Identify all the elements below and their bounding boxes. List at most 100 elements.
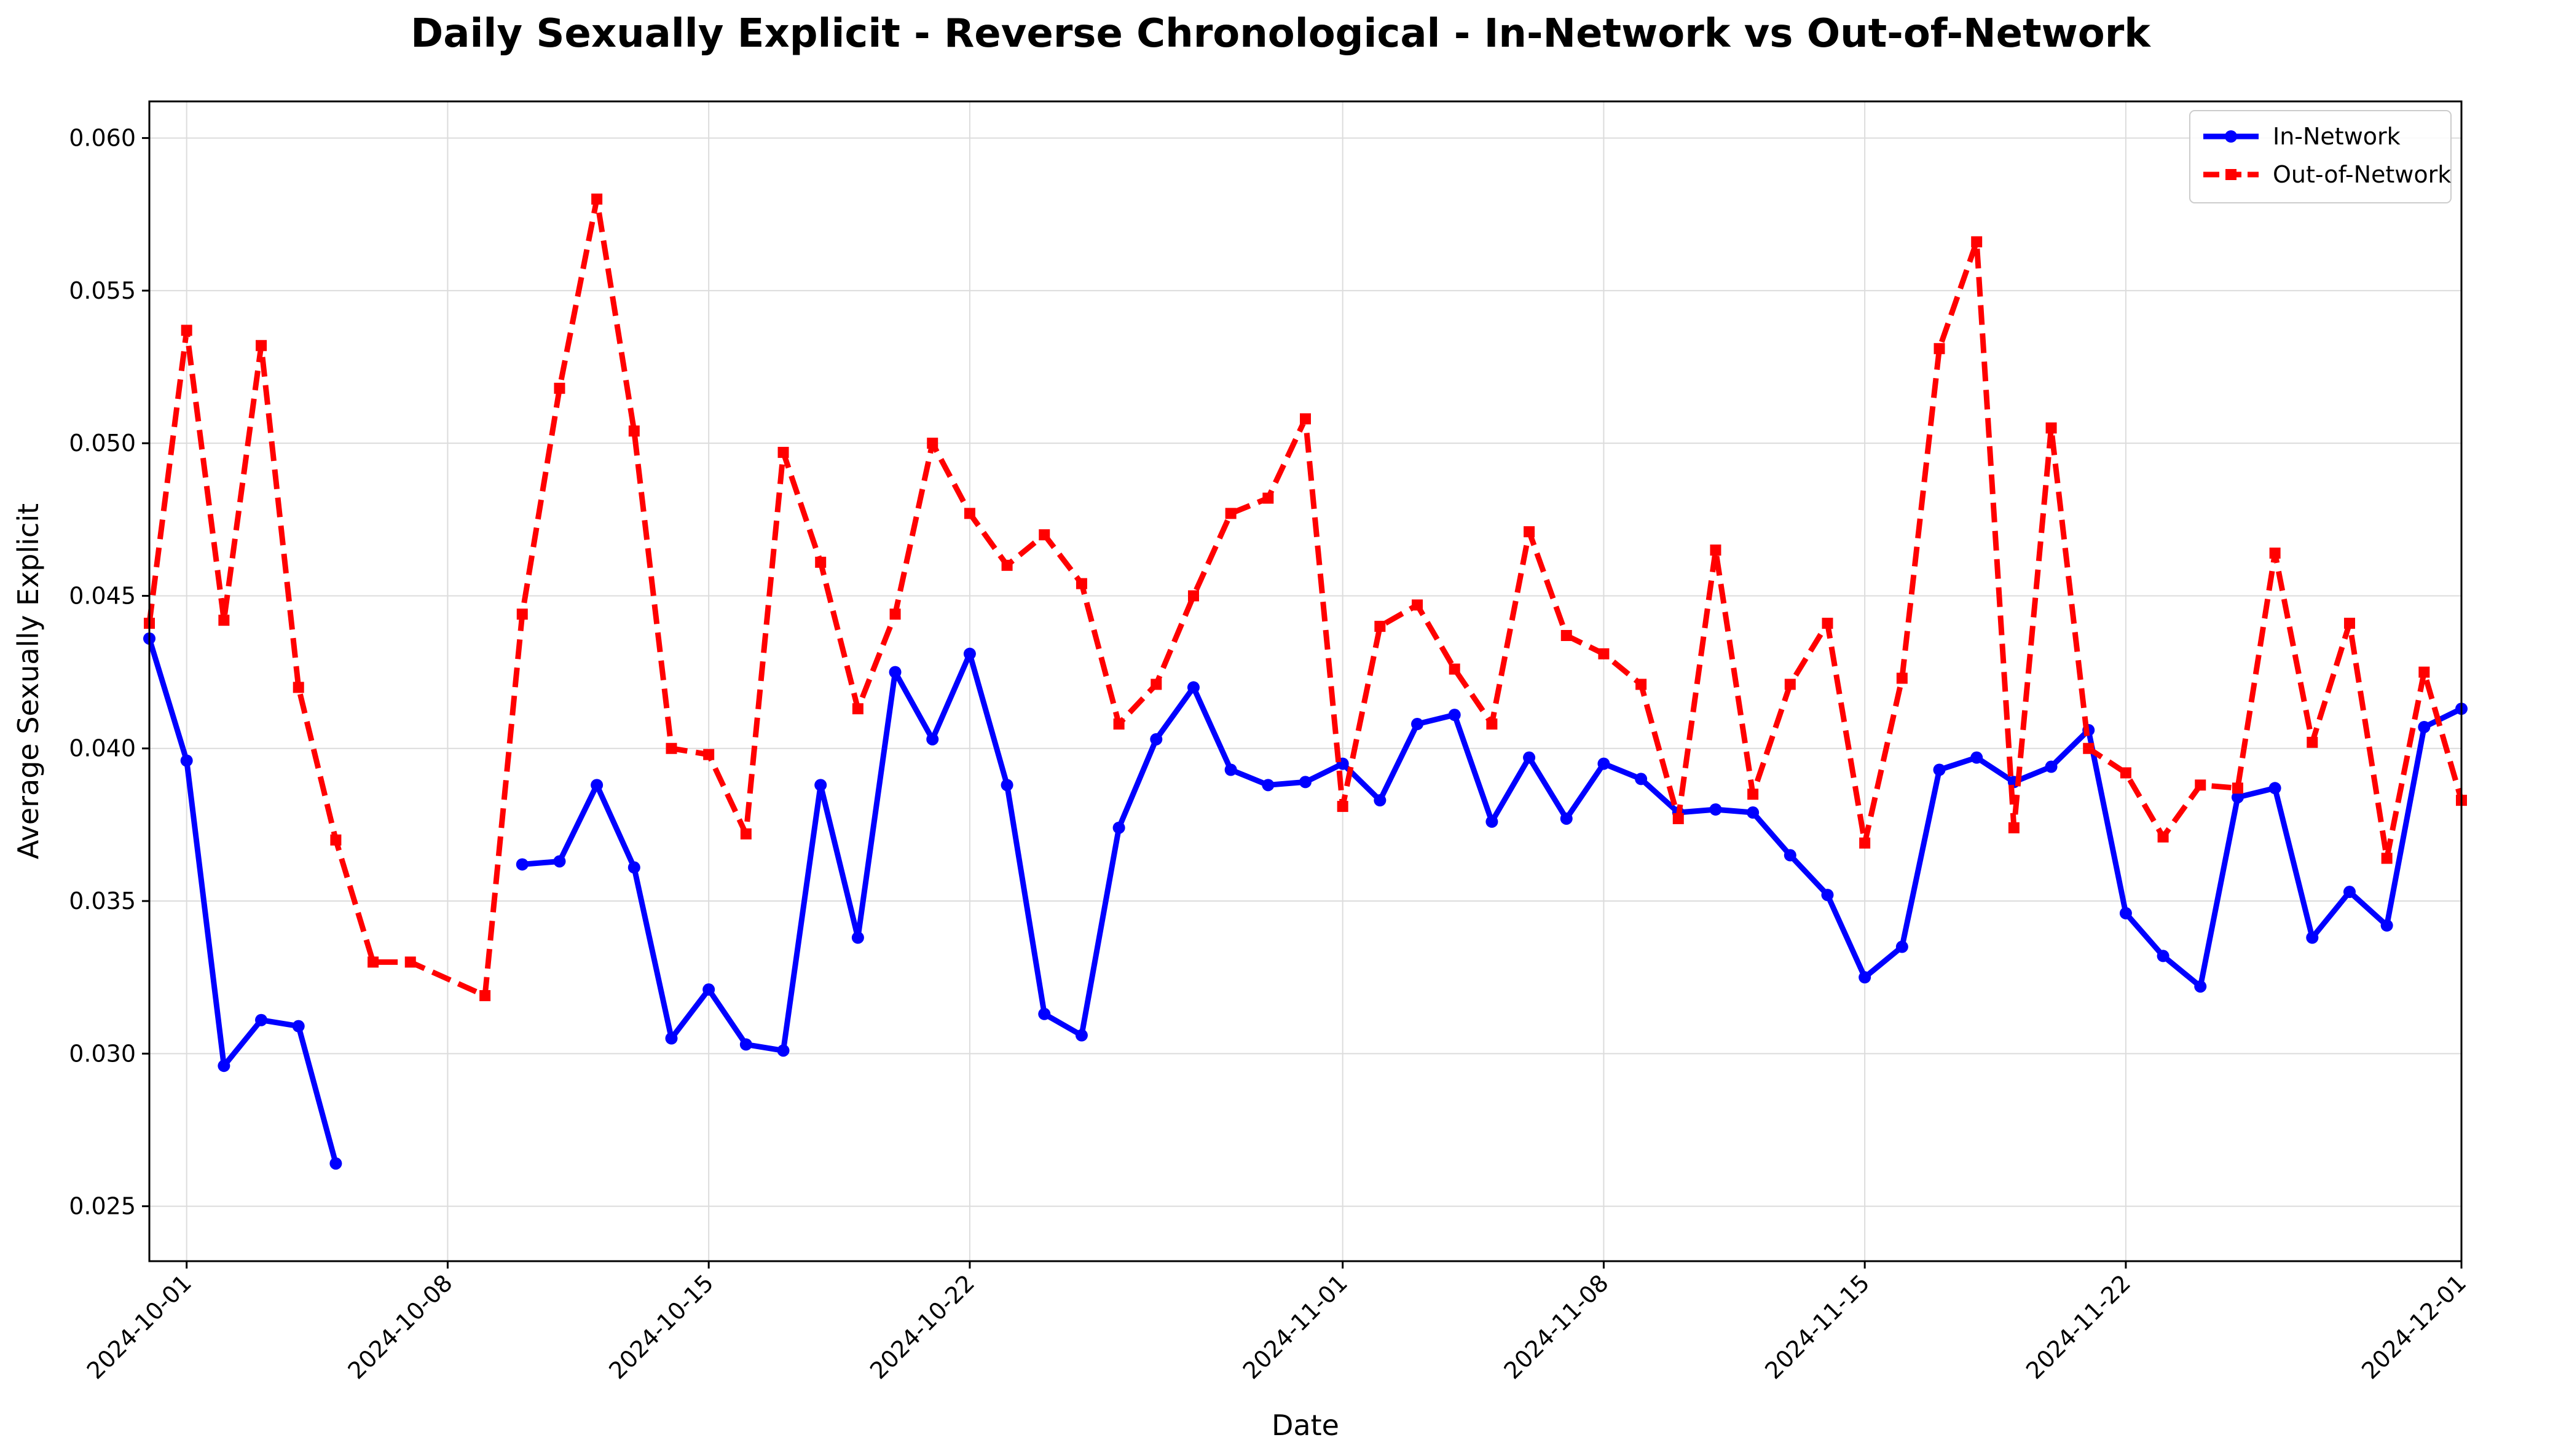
data-point-in-network: [1485, 815, 1498, 828]
data-point-in-network: [702, 983, 715, 996]
data-point-in-network: [1784, 849, 1796, 862]
data-point-out-of-network: [1486, 718, 1498, 730]
data-point-out-of-network: [964, 508, 975, 519]
chart-title: Daily Sexually Explicit - Reverse Chrono…: [411, 11, 2150, 57]
data-point-out-of-network: [2418, 666, 2430, 678]
x-tick-label: 2024-12-01: [2356, 1269, 2471, 1384]
series-line-in-network: [146, 637, 339, 1165]
data-point-out-of-network: [1672, 813, 1684, 824]
data-point-in-network: [1523, 751, 1536, 764]
x-tick-label: 2024-11-01: [1238, 1269, 1353, 1384]
data-point-in-network: [1112, 821, 1125, 834]
data-point-in-network: [1374, 794, 1387, 807]
series-in-network: [143, 632, 2468, 1170]
x-tick-label: 2024-11-15: [1760, 1269, 1875, 1384]
data-point-in-network: [329, 1157, 342, 1170]
x-tick-label: 2024-10-01: [82, 1269, 197, 1384]
data-point-out-of-network: [2157, 831, 2169, 843]
legend-marker-in-network: [2225, 130, 2237, 143]
data-point-out-of-network: [1187, 590, 1199, 602]
data-point-out-of-network: [1262, 492, 1274, 504]
data-point-out-of-network: [1374, 621, 1386, 632]
series-line-out-of-network: [146, 196, 2465, 999]
data-point-in-network: [1150, 733, 1163, 746]
data-point-out-of-network: [1635, 679, 1647, 690]
data-point-out-of-network: [777, 447, 789, 458]
data-point-out-of-network: [1151, 679, 1162, 690]
data-point-in-network: [591, 779, 604, 792]
data-point-out-of-network: [2381, 852, 2393, 864]
data-point-out-of-network: [2083, 742, 2095, 754]
data-point-out-of-network: [1113, 718, 1125, 730]
data-point-out-of-network: [1524, 526, 1535, 538]
data-point-out-of-network: [1560, 630, 1572, 642]
y-tick-label: 0.045: [69, 582, 136, 609]
data-point-in-network: [851, 931, 864, 944]
data-point-out-of-network: [2120, 767, 2131, 779]
data-point-in-network: [627, 861, 640, 874]
data-point-out-of-network: [852, 703, 864, 715]
data-point-out-of-network: [1449, 663, 1460, 675]
data-point-in-network: [1933, 763, 1946, 776]
data-point-in-network: [2343, 886, 2356, 899]
data-point-in-network: [516, 858, 529, 871]
data-point-in-network: [2194, 980, 2207, 993]
data-point-out-of-network: [889, 608, 901, 620]
plot-frame: [148, 100, 2463, 1262]
data-point-out-of-network: [1598, 648, 1610, 659]
data-point-out-of-network: [815, 556, 827, 568]
data-point-in-network: [2306, 931, 2319, 944]
data-point-in-network: [1299, 776, 1312, 789]
data-point-in-network: [1597, 757, 1610, 770]
data-point-out-of-network: [404, 956, 416, 968]
x-tick-label: 2024-10-08: [343, 1269, 458, 1384]
data-point-out-of-network: [1337, 801, 1348, 813]
data-point-in-network: [2119, 907, 2132, 919]
data-point-out-of-network: [2307, 736, 2318, 748]
data-point-out-of-network: [2008, 822, 2020, 833]
data-point-out-of-network: [1225, 508, 1237, 519]
data-point-in-network: [777, 1044, 790, 1057]
data-point-out-of-network: [1784, 679, 1796, 690]
data-point-out-of-network: [516, 608, 528, 620]
legend: In-Network Out-of-Network: [2189, 110, 2452, 203]
data-point-in-network: [963, 647, 976, 660]
data-point-out-of-network: [2269, 547, 2281, 559]
legend-label-out-of-network: Out-of-Network: [2273, 161, 2451, 188]
data-point-out-of-network: [1710, 544, 1721, 556]
data-point-out-of-network: [1971, 236, 1983, 248]
data-point-out-of-network: [1412, 599, 1423, 611]
data-point-in-network: [1895, 940, 1908, 953]
x-tick-label: 2024-10-15: [604, 1269, 718, 1384]
data-point-out-of-network: [293, 682, 304, 693]
data-point-in-network: [926, 733, 939, 746]
data-point-in-network: [1411, 718, 1424, 731]
data-point-out-of-network: [479, 990, 491, 1001]
data-point-out-of-network: [330, 834, 342, 846]
data-point-in-network: [1001, 779, 1013, 792]
x-axis-label: Date: [1272, 1409, 1339, 1442]
data-point-in-network: [1262, 779, 1275, 792]
data-point-in-network: [1448, 709, 1461, 722]
data-point-out-of-network: [1747, 789, 1759, 800]
data-point-in-network: [889, 666, 902, 679]
data-point-out-of-network: [1859, 837, 1871, 849]
data-point-out-of-network: [218, 615, 230, 626]
data-point-out-of-network: [1822, 618, 1833, 629]
x-tick-label: 2024-10-22: [865, 1269, 980, 1384]
data-point-in-network: [2231, 791, 2244, 804]
data-point-in-network: [1560, 812, 1573, 825]
legend-label-in-network: In-Network: [2273, 123, 2401, 150]
legend-marker-out-of-network: [2225, 169, 2236, 180]
data-point-in-network: [292, 1020, 305, 1033]
data-point-out-of-network: [2195, 779, 2206, 791]
data-point-in-network: [1709, 803, 1722, 816]
grid-lines: [149, 101, 2462, 1261]
data-point-in-network: [180, 754, 193, 767]
series-layer: [143, 193, 2468, 1170]
data-point-in-network: [255, 1013, 268, 1026]
data-point-out-of-network: [1076, 578, 1087, 589]
data-point-in-network: [2157, 950, 2170, 962]
data-point-out-of-network: [1001, 559, 1013, 571]
